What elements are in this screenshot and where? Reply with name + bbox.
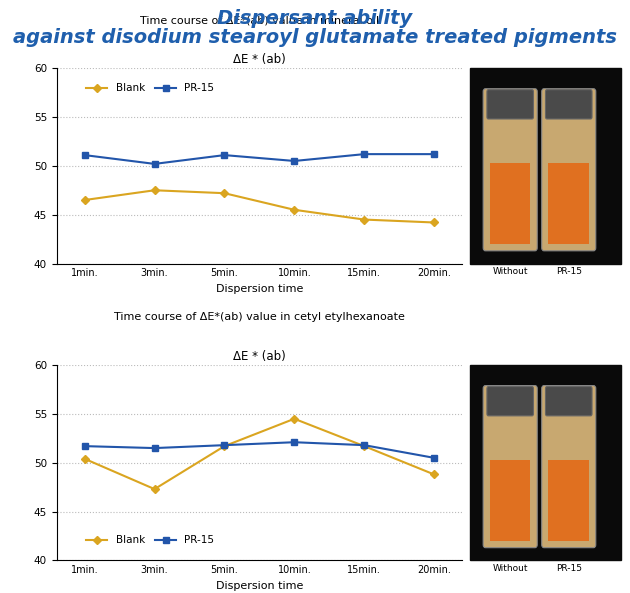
Text: Time course of ΔE*(ab) value in cetyl etylhexanoate: Time course of ΔE*(ab) value in cetyl et…: [114, 312, 405, 322]
FancyBboxPatch shape: [483, 89, 537, 251]
FancyBboxPatch shape: [542, 89, 596, 251]
FancyBboxPatch shape: [546, 387, 592, 416]
Bar: [490, 162, 530, 244]
X-axis label: Dispersion time: Dispersion time: [215, 581, 303, 591]
Text: Dispersant ability: Dispersant ability: [217, 9, 413, 28]
Text: Without: Without: [493, 565, 528, 573]
Title: ΔE * (ab): ΔE * (ab): [233, 53, 286, 66]
FancyBboxPatch shape: [487, 387, 534, 416]
Text: against disodium stearoyl glutamate treated pigments: against disodium stearoyl glutamate trea…: [13, 28, 617, 47]
Bar: [549, 460, 589, 541]
Bar: [549, 162, 589, 244]
Bar: [490, 460, 530, 541]
Text: Time course of ΔE*(ab) value in mineral oil: Time course of ΔE*(ab) value in mineral …: [140, 15, 379, 25]
FancyBboxPatch shape: [542, 385, 596, 548]
FancyBboxPatch shape: [546, 90, 592, 119]
X-axis label: Dispersion time: Dispersion time: [215, 284, 303, 294]
Legend: Blank, PR-15: Blank, PR-15: [82, 531, 219, 549]
FancyBboxPatch shape: [483, 385, 537, 548]
Title: ΔE * (ab): ΔE * (ab): [233, 349, 286, 362]
Text: Without: Without: [493, 267, 528, 276]
Text: PR-15: PR-15: [556, 267, 581, 276]
Legend: Blank, PR-15: Blank, PR-15: [82, 79, 219, 98]
FancyBboxPatch shape: [487, 90, 534, 119]
Text: PR-15: PR-15: [556, 565, 581, 573]
